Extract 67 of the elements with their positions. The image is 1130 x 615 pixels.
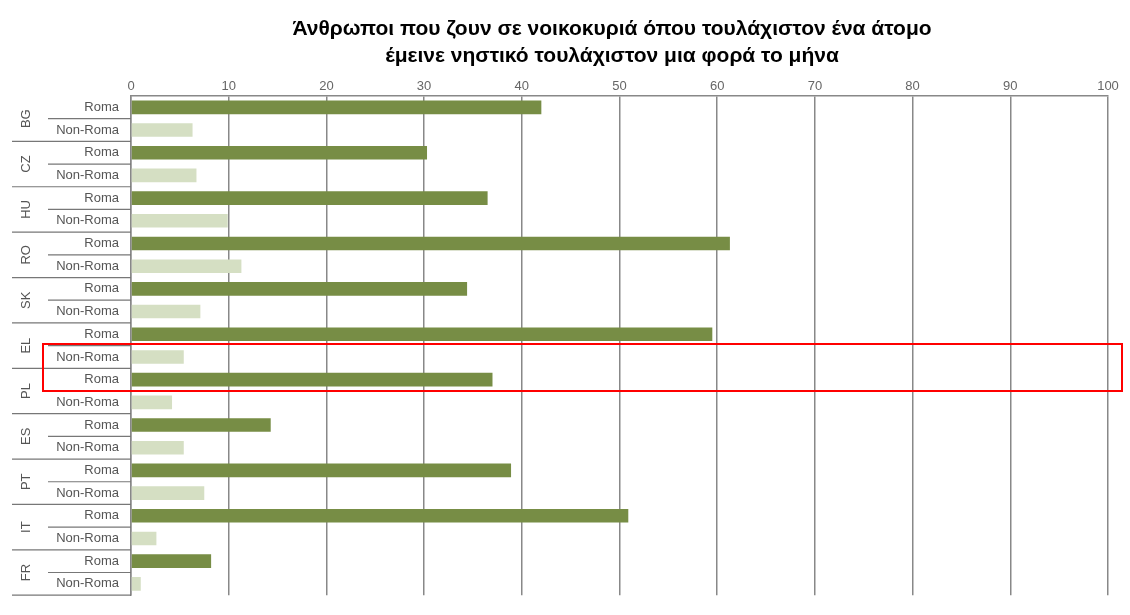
bar <box>131 282 468 296</box>
bar <box>131 236 730 251</box>
y-tick-label: Roma <box>84 371 120 387</box>
y-tick-label: Roma <box>84 144 120 160</box>
bar <box>131 350 184 364</box>
bar <box>131 463 512 478</box>
bar <box>131 304 201 319</box>
bar <box>131 100 542 115</box>
bar <box>131 123 193 137</box>
bar <box>131 395 173 410</box>
bar <box>131 486 205 500</box>
bar <box>131 577 141 591</box>
x-tick-label: 80 <box>905 77 920 93</box>
bar <box>131 168 197 183</box>
bar <box>131 145 428 160</box>
x-tick-label: 70 <box>807 77 823 93</box>
x-tick-label: 90 <box>1003 77 1018 93</box>
x-tick-label: 20 <box>319 77 334 93</box>
y-tick-label: Roma <box>84 98 120 114</box>
text: RO <box>17 245 33 265</box>
x-tick-label: 100 <box>1097 77 1119 93</box>
y-tick-label: Non-Roma <box>56 167 120 182</box>
bar <box>131 327 713 342</box>
x-tick-label: 10 <box>221 77 236 93</box>
x-tick-label: 50 <box>612 77 627 93</box>
x-tick-label: 0 <box>127 77 135 93</box>
text: SK <box>17 291 33 309</box>
text: ES <box>17 427 33 446</box>
text: IT <box>17 521 33 533</box>
y-tick-label: Non-Roma <box>56 530 120 546</box>
y-tick-label: Non-Roma <box>56 121 120 137</box>
bar <box>131 508 629 523</box>
bar <box>131 213 228 228</box>
y-tick-label: Non-Roma <box>56 484 120 500</box>
text: BG <box>17 109 33 129</box>
text: EL <box>17 337 33 354</box>
bar <box>131 531 157 546</box>
text: PL <box>17 383 33 399</box>
y-tick-label: Non-Roma <box>56 257 120 273</box>
y-tick-label: Roma <box>84 416 120 432</box>
y-tick-label: Roma <box>84 280 120 296</box>
text: PT <box>17 473 33 491</box>
y-tick-label: Roma <box>84 235 120 251</box>
chart-title: Άνθρωποι που ζουν σε νοικοκυριά όπου τουλάχιστον ένα άτομο έμεινε νηστικό τουλάχιστον μια φορά το μήνα <box>291 15 933 68</box>
y-tick-label: Non-Roma <box>56 575 120 591</box>
y-tick-label: Non-Roma <box>56 439 120 455</box>
x-tick-label: 30 <box>416 77 432 93</box>
y-tick-label: Non-Roma <box>56 393 120 409</box>
y-tick-label: Roma <box>84 325 120 341</box>
bar <box>131 418 271 432</box>
y-tick-label: Roma <box>84 461 120 477</box>
text: HU <box>17 200 33 219</box>
x-tick-label: 40 <box>514 77 530 93</box>
text: CZ <box>17 155 33 173</box>
text: FR <box>17 563 33 582</box>
bar <box>131 554 212 568</box>
y-tick-label: Roma <box>84 552 120 568</box>
y-tick-label: Roma <box>84 189 120 205</box>
bar <box>131 259 242 273</box>
y-tick-label: Non-Roma <box>56 348 120 364</box>
bar <box>131 372 493 387</box>
y-tick-label: Roma <box>84 507 120 523</box>
y-tick-label: Non-Roma <box>56 303 120 319</box>
y-tick-label: Non-Roma <box>56 212 120 228</box>
x-tick-label: 60 <box>709 77 725 93</box>
bar <box>131 191 488 205</box>
bar <box>131 440 184 455</box>
